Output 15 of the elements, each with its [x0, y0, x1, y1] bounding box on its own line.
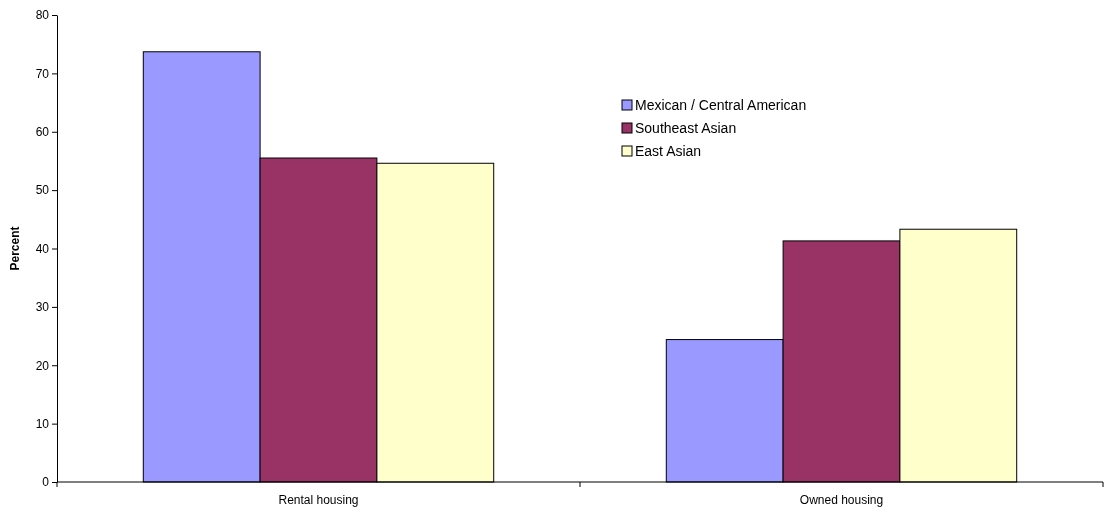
y-tick-label: 50 — [35, 183, 50, 198]
y-tick-label: 60 — [35, 125, 50, 140]
y-tick-label: 10 — [35, 416, 50, 431]
legend-label: Southeast Asian — [635, 119, 737, 136]
x-tick-label: Rental housing — [278, 493, 359, 507]
legend-label: East Asian — [635, 142, 702, 159]
y-tick-label: 80 — [35, 8, 50, 23]
y-tick-label: 20 — [35, 358, 50, 373]
y-tick-label: 30 — [35, 300, 50, 315]
y-axis-title: Percent — [8, 226, 22, 271]
y-tick-label: 70 — [35, 66, 50, 81]
y-tick-label: 40 — [35, 241, 50, 256]
y-tick-label: 0 — [42, 475, 50, 490]
x-tick-label: Owned housing — [799, 493, 884, 507]
legend-label: Mexican / Central American — [635, 96, 807, 113]
